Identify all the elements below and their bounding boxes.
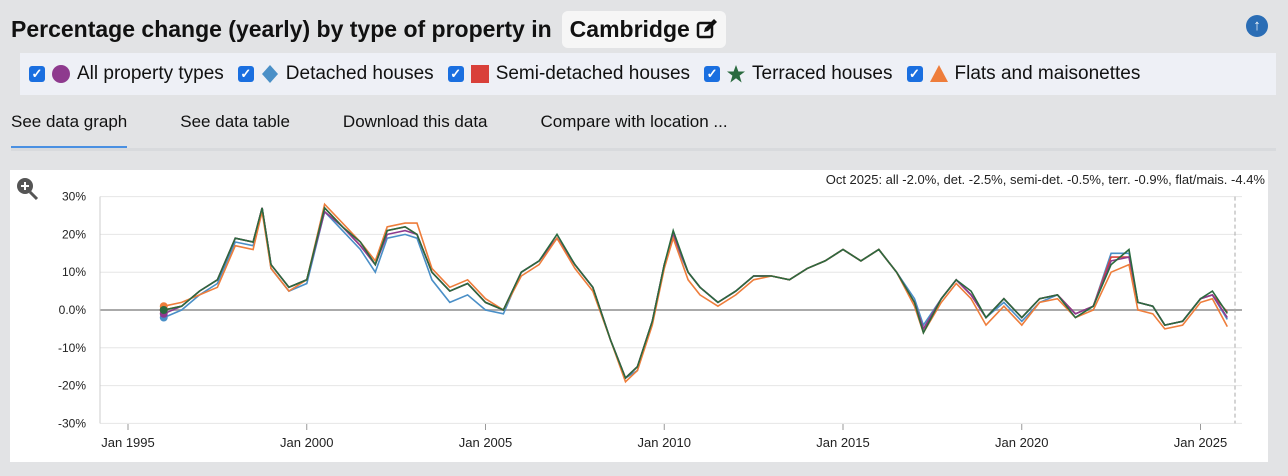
chart-annotation: Oct 2025: all -2.0%, det. -2.5%, semi-de… <box>825 172 1265 187</box>
y-tick-label: -30% <box>58 416 86 430</box>
page-title: Percentage change (yearly) by type of pr… <box>11 10 726 48</box>
legend: ✓ All property types ✓ Detached houses ✓ Semi… <box>20 53 1276 95</box>
series-start-marker <box>159 306 168 314</box>
checkbox[interactable]: ✓ <box>704 66 721 82</box>
x-tick-label: Jan 2000 <box>280 435 334 450</box>
checkbox[interactable]: ✓ <box>237 66 254 82</box>
legend-label: Flats and maisonettes <box>954 63 1141 84</box>
chart-area <box>10 170 1268 462</box>
star-icon <box>727 65 746 83</box>
y-tick-label: -20% <box>58 379 86 393</box>
legend-label: Detached houses <box>285 63 434 84</box>
legend-label: Terraced houses <box>752 63 893 84</box>
location-selector[interactable]: Cambridge <box>561 10 726 48</box>
legend-item[interactable]: ✓ Semi-detached houses <box>447 63 691 85</box>
legend-item[interactable]: ✓ Detached houses <box>237 63 434 85</box>
tab-see-data-graph[interactable]: See data graph <box>11 112 128 149</box>
tab-compare-location[interactable]: Compare with location ... <box>540 112 728 131</box>
tab-bar: See data graph See data table Download t… <box>11 112 781 149</box>
edit-icon[interactable] <box>696 18 718 40</box>
title-text: Percentage change (yearly) by type of pr… <box>11 15 552 42</box>
triangle-icon <box>929 65 948 82</box>
series-line <box>163 202 1229 384</box>
series-line <box>163 206 1228 380</box>
y-tick-label: 0.0% <box>59 303 87 317</box>
checkbox[interactable]: ✓ <box>447 66 464 82</box>
x-tick-label: Jan 2015 <box>816 435 870 450</box>
series-line <box>163 206 1228 380</box>
x-tick-label: Jan 2005 <box>459 435 513 450</box>
series-line <box>163 207 1228 380</box>
diamond-icon <box>261 65 278 83</box>
y-tick-label: -10% <box>58 341 86 355</box>
y-tick-label: 10% <box>62 265 86 279</box>
tab-see-data-table[interactable]: See data table <box>180 112 290 131</box>
checkbox[interactable]: ✓ <box>906 66 923 82</box>
legend-label: All property types <box>77 63 224 84</box>
arrow-up-circle-icon[interactable]: ↑ <box>1246 15 1268 37</box>
tab-download-data[interactable]: Download this data <box>342 112 488 131</box>
x-tick-label: Jan 2020 <box>995 435 1049 450</box>
legend-item[interactable]: ✓ All property types <box>29 63 224 85</box>
tab-divider <box>11 148 1276 151</box>
square-icon <box>470 65 489 83</box>
circle-icon <box>52 65 70 83</box>
legend-item[interactable]: ✓ Flats and maisonettes <box>906 63 1141 85</box>
series-line <box>163 207 1228 380</box>
location-name: Cambridge <box>569 15 690 42</box>
legend-label: Semi-detached houses <box>495 63 691 84</box>
y-tick-label: 20% <box>62 227 86 241</box>
x-tick-label: Jan 2025 <box>1174 435 1228 450</box>
legend-item[interactable]: ✓ Terraced houses <box>704 63 893 85</box>
y-tick-label: 30% <box>62 190 86 204</box>
x-tick-label: Jan 1995 <box>101 435 155 450</box>
x-tick-label: Jan 2010 <box>638 435 692 450</box>
zoom-in-icon[interactable] <box>17 178 39 201</box>
checkbox[interactable]: ✓ <box>29 66 45 82</box>
